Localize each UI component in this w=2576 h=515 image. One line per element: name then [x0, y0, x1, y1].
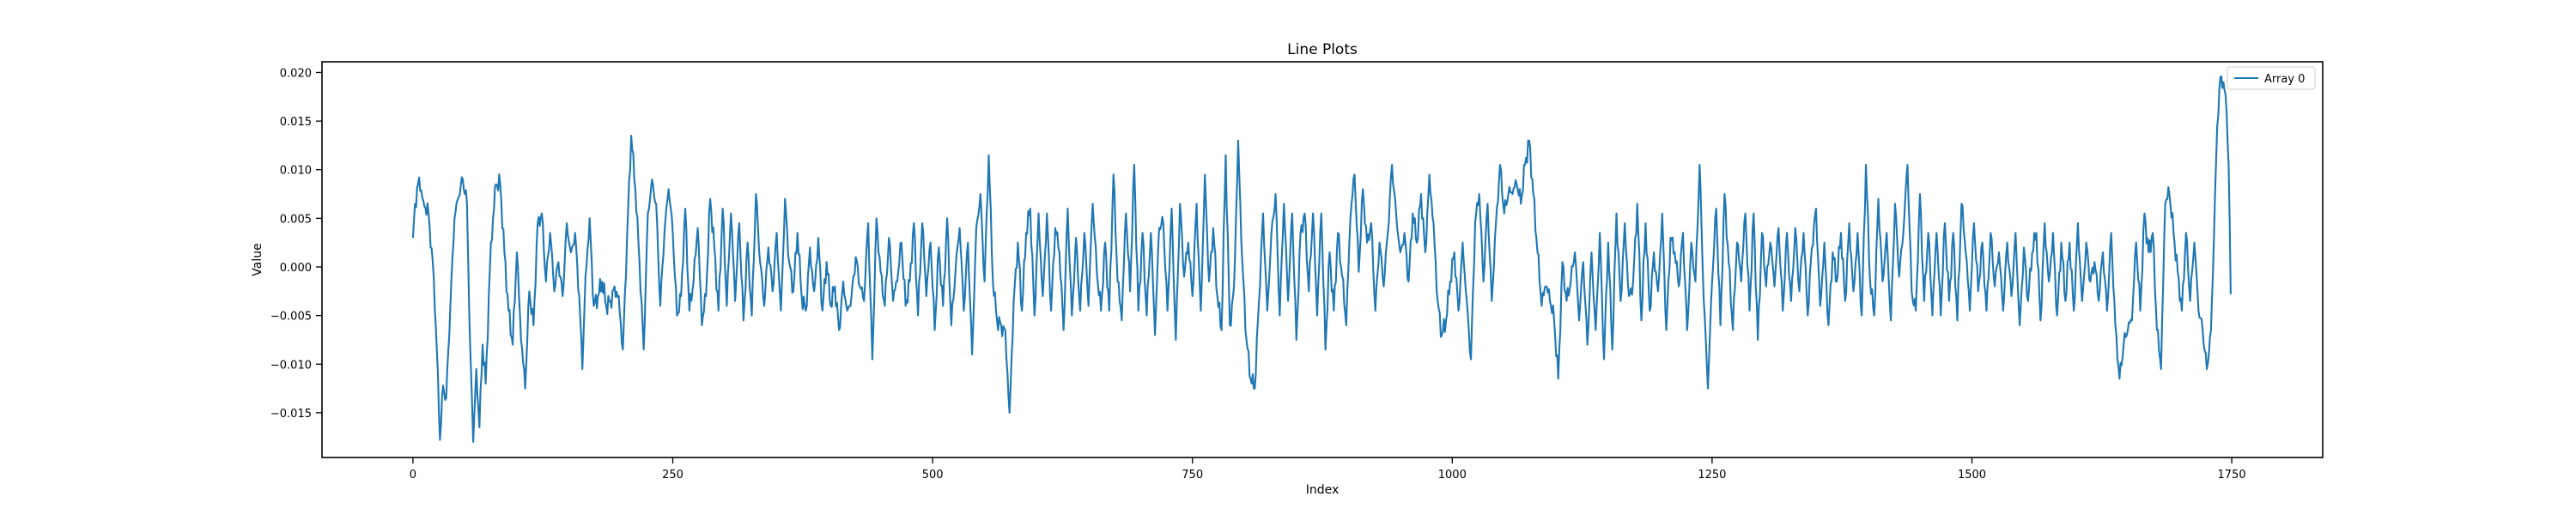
- x-axis-ticks: 0 250 500 750 1000 1250 1500 1750: [410, 457, 2246, 482]
- plot-frame: [321, 61, 2324, 458]
- y-axis-label: Value: [251, 243, 264, 276]
- x-tick-label: 1500: [1958, 469, 1986, 482]
- legend-label: Array 0: [2264, 73, 2305, 86]
- data-layer: [411, 75, 2232, 443]
- chart-title: Line Plots: [1287, 41, 1358, 58]
- series-line-0: [411, 75, 2232, 443]
- y-tick-label: 0.015: [280, 116, 312, 129]
- legend: Array 0: [2227, 66, 2316, 90]
- y-tick-label: −0.010: [270, 359, 312, 372]
- x-tick-label: 250: [662, 469, 683, 482]
- x-tick-label: 750: [1182, 469, 1203, 482]
- y-tick-label: −0.015: [270, 408, 312, 421]
- y-axis-ticks: −0.015 −0.010 −0.005 0.000 0.005 0.010 0.015 0.…: [270, 67, 322, 421]
- x-tick-label: 1000: [1438, 469, 1467, 482]
- x-tick-label: 0: [410, 469, 416, 482]
- y-tick-label: −0.005: [270, 311, 312, 324]
- y-tick-label: 0.005: [280, 213, 312, 226]
- x-tick-label: 1250: [1698, 469, 1726, 482]
- y-tick-label: 0.010: [280, 165, 312, 178]
- legend-box: [2227, 66, 2316, 90]
- y-tick-label: 0.000: [280, 262, 312, 275]
- y-tick-label: 0.020: [280, 67, 312, 80]
- x-tick-label: 500: [922, 469, 944, 482]
- x-axis-label: Index: [1306, 483, 1340, 497]
- x-tick-label: 1750: [2218, 469, 2246, 482]
